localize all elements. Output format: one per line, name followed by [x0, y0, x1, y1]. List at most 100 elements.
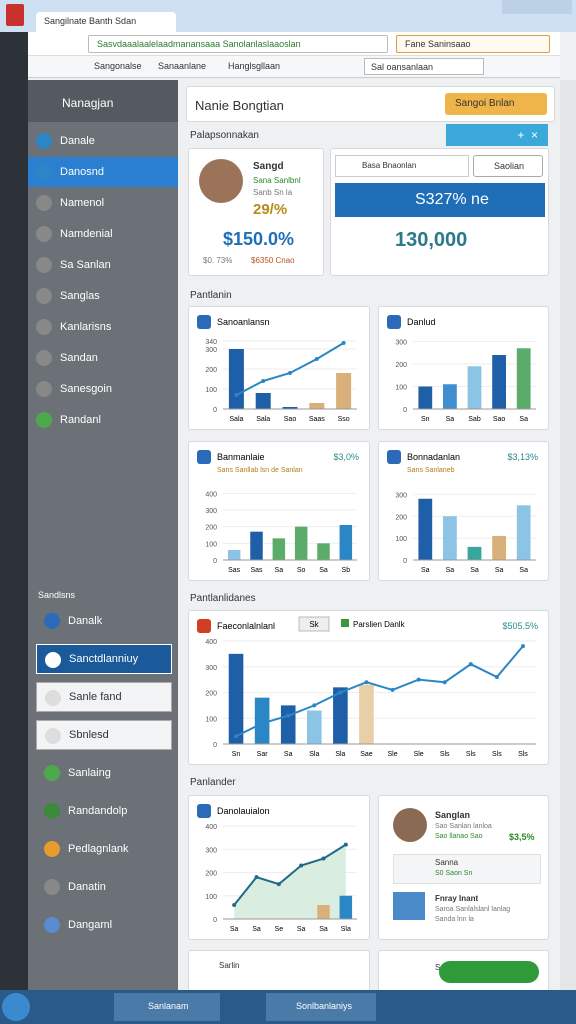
y-tick-label: 0 [213, 917, 217, 924]
bar [317, 905, 330, 919]
chart-icon [387, 315, 401, 329]
bar [227, 550, 241, 560]
chart-title: Danlud [407, 317, 436, 327]
icon [45, 728, 61, 744]
chart-title: Banmanlaie [217, 452, 265, 462]
legend-swatch [341, 619, 349, 627]
chart-title: Bonnadanlan [407, 452, 460, 462]
pill[interactable] [298, 616, 330, 632]
line-point [312, 703, 317, 708]
chart-value: $3,13% [507, 452, 538, 462]
person-item[interactable] [393, 854, 541, 884]
x-tick-label: Sa [297, 926, 306, 933]
bar [492, 355, 506, 409]
header-button[interactable]: Sangoi Bnlan [445, 93, 547, 115]
x-tick-label: So [297, 567, 306, 574]
line-point [390, 687, 395, 692]
x-tick-label: Sa [446, 416, 455, 423]
start-button[interactable] [2, 993, 30, 1021]
sidebar-item[interactable]: Sanglas [28, 281, 178, 311]
person-card: Sanglan Sao Sanlan lanloa Sao llanao Sao… [378, 795, 549, 940]
green-button[interactable] [439, 961, 539, 983]
section-label: Palapsonnakan [190, 130, 259, 141]
chart-card: Banmanlaie Sans Sanllab lsn de Sanlan $3,0… [188, 441, 370, 581]
chart-title: Faeconlalnlanl [217, 621, 275, 631]
x-tick-label: Sla [309, 751, 319, 758]
icon [44, 879, 60, 895]
label: Randanl [60, 414, 101, 426]
taskbar-window[interactable]: Sonlbanlaniys [266, 993, 376, 1021]
profile-foot: $0. 73% [203, 256, 233, 265]
teal-toolbar[interactable]: + × [446, 124, 548, 146]
x-tick-label: Sa [230, 926, 239, 933]
sidebar-item[interactable]: Danosnd [28, 157, 178, 187]
line [233, 843, 347, 906]
person-line: Sao Sanlan lanloa [435, 823, 492, 830]
chart-icon [197, 804, 211, 818]
sidebar-item[interactable]: Danalk [36, 606, 172, 636]
x-tick-label: Sn [421, 416, 430, 423]
summary-highlight: S327% ne [335, 183, 545, 217]
icon [36, 164, 52, 180]
y-tick-label: 0 [213, 742, 217, 749]
y-tick-label: 200 [205, 691, 217, 698]
bar [309, 403, 325, 409]
bar [359, 684, 374, 744]
bottom-title: Sarlin [219, 961, 240, 970]
x-tick-label: Sa [284, 751, 293, 758]
x-tick-label: Sa [252, 926, 261, 933]
y-tick-label: 300 [205, 508, 217, 515]
sidebar-item[interactable]: Sanle fand [36, 682, 172, 712]
bookmark[interactable]: Hanglsgllaan [228, 61, 281, 71]
bookmark[interactable]: Sangonalse [94, 61, 142, 71]
sidebar-item[interactable]: Sanesgoin [28, 374, 178, 404]
bar [294, 526, 308, 560]
bookmark-search[interactable]: Sal oansanlaan [364, 58, 484, 75]
window-controls[interactable] [502, 0, 572, 14]
x-tick-label: Sae [360, 751, 373, 758]
bookmark[interactable]: Sanaanlane [158, 61, 207, 71]
y-tick-label: 100 [205, 541, 217, 548]
tab[interactable]: Sangilnate Banth Sdan [36, 12, 176, 32]
section-label: Pantlanlidanes [190, 593, 256, 604]
sidebar-item[interactable]: Namenol [28, 188, 178, 218]
label: Sanle fand [69, 691, 122, 703]
sidebar-item[interactable]: Randandolp [36, 796, 172, 826]
line-point [364, 680, 369, 685]
taskbar-window[interactable]: Sanlanam [114, 993, 220, 1021]
sidebar-item[interactable]: Sandan [28, 343, 178, 373]
sidebar-item[interactable]: Sbnlesd [36, 720, 172, 750]
address-bar[interactable]: Sasvdaaalaalelaadmanansaaa Sanolanlaslaa… [88, 35, 388, 53]
x-tick-label: Sso [338, 416, 350, 423]
sidebar-item[interactable]: Namdenial [28, 219, 178, 249]
tab-bar: Sangilnate Banth Sdan [0, 0, 576, 32]
icon [36, 133, 52, 149]
search-box[interactable]: Fane Saninsaao [396, 35, 550, 53]
sidebar-item[interactable]: Sanlaing [36, 758, 172, 788]
sidebar-item[interactable]: Danale [28, 126, 178, 156]
x-tick-label: Sle [387, 751, 397, 758]
sidebar-item[interactable]: Randanl [28, 405, 178, 435]
x-tick-label: Sa [495, 567, 504, 574]
summary-search[interactable]: Basa Bnaonlan [335, 155, 469, 177]
sidebar-item[interactable]: Sanctdlanniuy [36, 644, 172, 674]
summary-button[interactable]: Saolian [473, 155, 543, 177]
sidebar-item[interactable]: Dangaml [36, 910, 172, 940]
sidebar-item[interactable]: Kanlarisns [28, 312, 178, 342]
bar [254, 697, 270, 744]
sidebar-header [28, 80, 178, 122]
sidebar-item[interactable]: Pedlagnlank [36, 834, 172, 864]
line-point [494, 675, 499, 680]
line-point [338, 690, 343, 695]
y-tick-label: 200 [395, 362, 407, 369]
label: Sanlaing [68, 767, 111, 779]
icon [44, 765, 60, 781]
label: Namdenial [60, 228, 113, 240]
profile-card: Sangd Sana Sanlbnl Sanb Sn la 29/% $150.… [188, 148, 324, 276]
label: Danale [60, 135, 95, 147]
line-point [468, 662, 473, 667]
scrollbar[interactable] [560, 80, 576, 990]
sidebar-item[interactable]: Sa Sanlan [28, 250, 178, 280]
sidebar-item[interactable]: Danatin [36, 872, 172, 902]
line-point [343, 842, 348, 847]
